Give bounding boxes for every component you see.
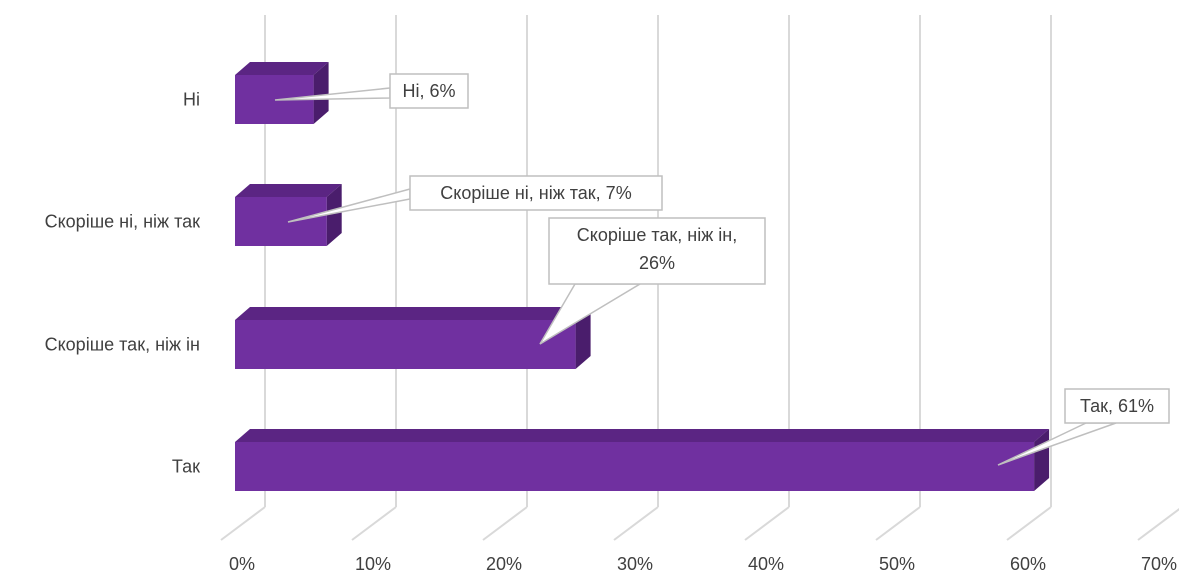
- category-label-0: Ні: [183, 90, 200, 110]
- data-label-1: Скоріше ні, ніж так, 7%: [287, 175, 663, 223]
- x-tick-label-7: 70%: [1141, 554, 1177, 574]
- data-label-text-3-0: Так, 61%: [1080, 396, 1154, 416]
- bar-front-3: [235, 442, 1035, 491]
- floor-gridline-2: [482, 506, 528, 541]
- bars: [235, 62, 1050, 491]
- bar-front-2: [235, 320, 576, 369]
- category-labels: Ні Скоріше ні, ніж так Скоріше так, ніж ін…: [45, 90, 201, 477]
- x-tick-label-4: 40%: [748, 554, 784, 574]
- data-label-2: Скоріше так, ніж ін, 26%: [539, 217, 766, 345]
- floor-gridline-5: [875, 506, 921, 541]
- floor-gridline-3: [613, 506, 659, 541]
- floor-gridline-1: [351, 506, 397, 541]
- data-label-text-0-0: Ні, 6%: [402, 81, 455, 101]
- floor-gridline-6: [1006, 506, 1052, 541]
- data-labels: Ні, 6% Скоріше ні, ніж так, 7% Скоріше так…: [274, 73, 1170, 466]
- floor-gridline-7: [1137, 508, 1179, 541]
- x-tick-label-0: 0%: [229, 554, 255, 574]
- bar-top-1: [235, 184, 342, 197]
- x-tick-label-2: 20%: [486, 554, 522, 574]
- data-label-text-2-0: Скоріше так, ніж ін,: [577, 225, 737, 245]
- bar-front-1: [235, 197, 327, 246]
- x-tick-label-5: 50%: [879, 554, 915, 574]
- data-label-text-2-1: 26%: [639, 253, 675, 273]
- category-label-2: Скоріше так, ніж ін: [45, 335, 200, 355]
- bar-side-1: [326, 184, 342, 246]
- x-tick-label-6: 60%: [1010, 554, 1046, 574]
- bar-side-2: [575, 307, 591, 369]
- floor-gridline-0: [220, 506, 266, 541]
- x-tick-label-3: 30%: [617, 554, 653, 574]
- bar-side-0: [313, 62, 329, 124]
- data-label-0: Ні, 6%: [274, 73, 469, 109]
- bar-1: [235, 184, 342, 246]
- floor-gridline-4: [744, 506, 790, 541]
- data-label-text-1-0: Скоріше ні, ніж так, 7%: [440, 183, 631, 203]
- x-axis-tick-labels: 0% 10% 20% 30% 40% 50% 60% 70%: [229, 554, 1177, 574]
- bar-top-2: [235, 307, 591, 320]
- data-label-3: Так, 61%: [997, 388, 1170, 466]
- bar-3: [235, 429, 1050, 491]
- category-label-1: Скоріше ні, ніж так: [45, 212, 201, 232]
- bar-0: [235, 62, 329, 124]
- category-label-3: Так: [172, 457, 200, 477]
- bar-2: [235, 307, 591, 369]
- bar-top-3: [235, 429, 1050, 442]
- bar-top-0: [235, 62, 329, 75]
- x-tick-label-1: 10%: [355, 554, 391, 574]
